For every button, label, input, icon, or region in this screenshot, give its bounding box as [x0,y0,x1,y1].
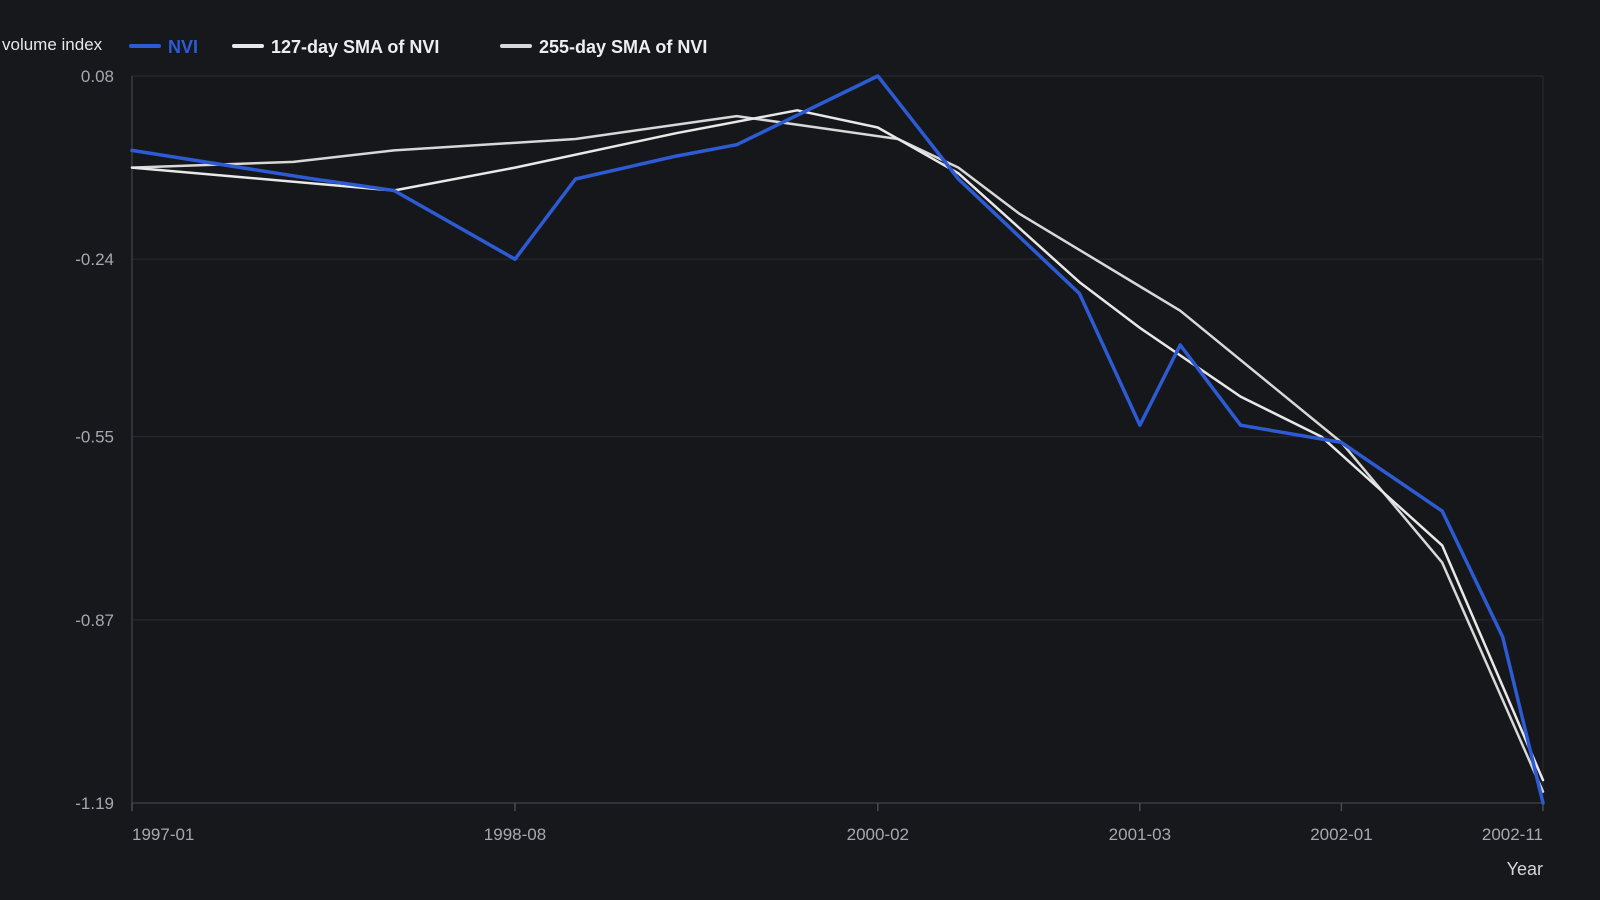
series-layer [130,74,1545,805]
y-tick-label: -0.87 [75,611,114,630]
series-line-nvi [130,74,1545,805]
axes [131,76,1544,811]
y-tick-label: -1.19 [75,794,114,813]
legend-item-127-day-sma-of-nvi[interactable]: 127-day SMA of NVI [232,37,439,57]
legend-label: NVI [168,37,198,57]
x-tick-label: 2002-01 [1310,825,1372,844]
x-tick-label: 2002-11 [1482,825,1543,844]
x-tick-label: 1997-01 [132,825,194,844]
legend-item-nvi[interactable]: NVI [129,37,198,57]
y-axis-title: volume index [2,35,103,54]
legend-item-255-day-sma-of-nvi[interactable]: 255-day SMA of NVI [500,37,707,57]
x-axis-title: Year [1507,859,1543,879]
legend[interactable]: volume index NVI 127-day SMA of NVI 255-da… [2,35,707,57]
x-tick-label: 2000-02 [847,825,909,844]
series-line-255-day-sma-of-nvi [130,114,1545,793]
x-tick-label: 1998-08 [484,825,546,844]
legend-label: 127-day SMA of NVI [271,37,439,57]
y-tick-labels: 0.08 -0.24 -0.55 -0.87 -1.19 [75,67,114,813]
x-tick-label: 2001-03 [1109,825,1171,844]
x-tick-labels: 1997-01 1998-08 2000-02 2001-03 2002-01 2002-… [132,825,1543,844]
legend-label: 255-day SMA of NVI [539,37,707,57]
y-tick-label: -0.24 [75,250,114,269]
series-line-127-day-sma-of-nvi [130,109,1545,782]
y-tick-label: 0.08 [81,67,114,86]
plot-area [132,76,1543,803]
gridlines [132,75,1544,804]
y-tick-label: -0.55 [75,428,114,447]
